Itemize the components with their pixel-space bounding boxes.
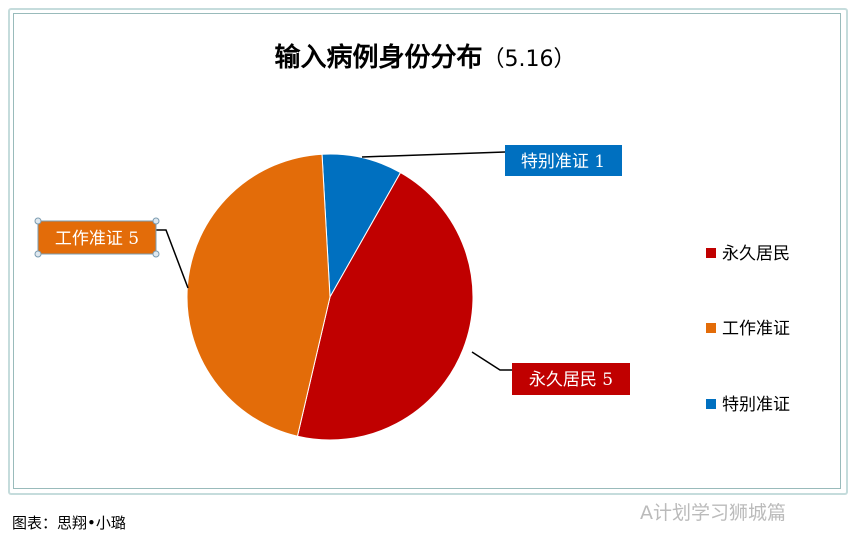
pie-slice-特别准证[interactable]: [321, 153, 402, 299]
pie-slice-永久居民[interactable]: [296, 171, 474, 441]
watermark: A计划学习狮城篇: [640, 502, 786, 524]
legend-item-work: 工作准证: [706, 319, 790, 339]
chart-frame[interactable]: [8, 8, 848, 495]
legend-item-permanent: 永久居民: [706, 244, 790, 264]
figure-caption: 图表：思翔•小璐: [12, 514, 126, 532]
leader-line-special: [361, 151, 506, 158]
leader-line-work: [156, 229, 189, 289]
chart-title: 输入病例身份分布（5.16）: [274, 42, 575, 73]
data-label-text: 工作准证 5: [55, 229, 139, 249]
legend-item-special: 特别准证: [706, 395, 790, 415]
data-label-text: 特别准证 1: [521, 152, 605, 172]
data-label-permanent[interactable]: 永久居民 5: [512, 363, 630, 395]
svg-text:永久居民: 永久居民: [722, 244, 790, 264]
svg-text:特别准证: 特别准证: [722, 395, 790, 415]
data-label-special[interactable]: 特别准证 1: [505, 145, 622, 176]
pie-slice-工作准证[interactable]: [186, 153, 331, 437]
chart-area: [13, 13, 841, 489]
svg-text:工作准证: 工作准证: [722, 319, 790, 339]
legend: 永久居民 工作准证 特别准证: [706, 244, 790, 415]
leader-line-permanent: [471, 351, 512, 371]
data-label-work[interactable]: 工作准证 5: [34, 217, 160, 258]
data-label-text: 永久居民 5: [529, 370, 613, 390]
